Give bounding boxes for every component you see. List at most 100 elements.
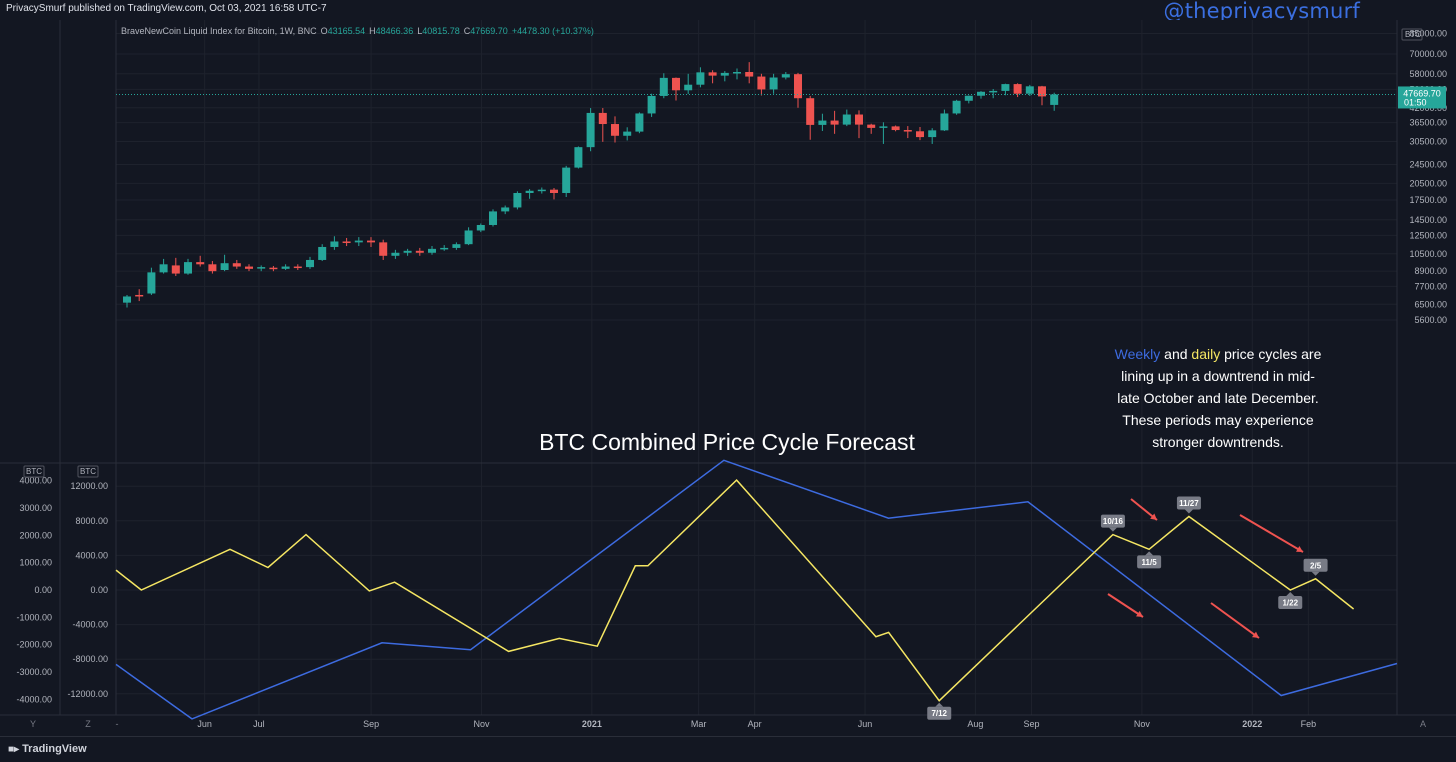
candle-body	[769, 77, 778, 90]
daily-cycle-line	[115, 479, 1355, 702]
auto-scale-button[interactable]: A	[1420, 719, 1426, 729]
candle-body	[367, 240, 375, 243]
svg-text:Weekly and daily price cycles: Weekly and daily price cycles are	[1115, 346, 1322, 362]
candle-body	[745, 72, 754, 77]
candle-body	[147, 272, 156, 294]
left-cycle-tick: 0.00	[34, 585, 52, 595]
time-tick-label: 2021	[582, 719, 602, 729]
arrow-head-icon	[1252, 631, 1259, 638]
currency-box	[1401, 28, 1423, 41]
svg-text:stronger downtrends.: stronger downtrends.	[1152, 434, 1284, 450]
price-tick-label: 12500.00	[1409, 230, 1447, 240]
candle-body	[916, 131, 924, 138]
candle-body	[586, 112, 595, 148]
cycle-currency-box	[23, 465, 45, 478]
candle-body	[659, 77, 668, 96]
candle-body	[440, 247, 449, 250]
author-handle: @theprivacysmurf	[1163, 0, 1360, 23]
candle-body	[855, 114, 863, 125]
time-tick-label: Jul	[253, 719, 265, 729]
left-cycle-tick: -3000.00	[16, 667, 52, 677]
candle-body	[306, 259, 314, 268]
cycle-axes[interactable]: 4000.00 3000.00 2000.00 1000.00 0.00 -1000.00…	[16, 465, 108, 704]
price-tick-label: 8900.00	[1414, 266, 1447, 276]
publish-header: PrivacySmurf published on TradingView.co…	[0, 0, 1456, 23]
price-tick-label: 5600.00	[1414, 315, 1447, 325]
candle-body	[415, 250, 424, 253]
axis-buttons[interactable]: Y Z - A	[30, 719, 1426, 729]
candle-body	[159, 264, 168, 273]
candle-body	[196, 262, 205, 265]
right-cycle-tick: 12000.00	[70, 481, 108, 491]
legend-symbol: BraveNewCoin Liquid Index for Bitcoin, 1…	[121, 26, 317, 36]
cycle-marker-box	[1303, 558, 1328, 572]
price-tick-label: 30500.00	[1409, 136, 1447, 146]
tradingview-chart[interactable]: 85000.0070000.0058000.0050000.0042000.00…	[0, 0, 1456, 736]
tradingview-mark-icon: ■▸	[8, 744, 20, 755]
time-tick-label: Nov	[473, 719, 490, 729]
right-cycle-tick: -12000.00	[67, 689, 108, 699]
cycle-marker-box	[1176, 496, 1201, 510]
candle-body	[964, 95, 973, 101]
cycle-marker-pointer	[1311, 571, 1320, 576]
cycle-marker-pointer	[1108, 527, 1117, 532]
candle-body	[1013, 84, 1022, 94]
cycle-lines	[115, 459, 1398, 720]
candle-body	[903, 130, 912, 132]
candle-body	[647, 95, 656, 114]
price-tick-label: 6500.00	[1414, 299, 1447, 309]
price-tick-label: 10500.00	[1409, 249, 1447, 259]
cycle-marker-label: 10/16	[1103, 517, 1124, 526]
candle-body	[537, 189, 546, 192]
last-price-label: 47669.70	[1403, 88, 1441, 98]
candle-body	[330, 241, 339, 247]
candle-body	[476, 224, 485, 231]
candle-body	[525, 190, 534, 193]
price-tick-label: 24500.00	[1409, 160, 1447, 170]
candle-body	[245, 266, 253, 269]
time-tick-label: Aug	[967, 719, 983, 729]
price-tick-label: 14500.00	[1409, 215, 1447, 225]
tradingview-logo[interactable]: ■▸ TradingView	[8, 743, 87, 755]
y-axis-button[interactable]: Y	[30, 719, 36, 729]
right-cycle-tick: -8000.00	[72, 654, 108, 664]
candle-body	[135, 294, 144, 297]
cycle-marker-pointer	[1184, 509, 1193, 514]
candle-body	[232, 263, 241, 267]
time-axis[interactable]: Jun Jul Sep Nov 2021 Mar Apr Jun Aug Sep Nov 2022 Fe…	[197, 719, 1316, 729]
candle-body	[977, 91, 985, 96]
symbol-legend: BraveNewCoin Liquid Index for Bitcoin, 1…	[121, 26, 594, 36]
left-cycle-tick: 3000.00	[19, 503, 52, 513]
candle-body	[672, 77, 680, 91]
candle-body	[1050, 94, 1059, 105]
candle-body	[891, 126, 900, 131]
cycle-marker-box	[1137, 555, 1162, 569]
time-tick-label: Jun	[197, 719, 212, 729]
candle-body	[550, 189, 558, 193]
left-cycle-tick: 1000.00	[19, 558, 52, 568]
time-tick-label: Sep	[1024, 719, 1040, 729]
z-axis-button[interactable]: Z	[85, 719, 91, 729]
candle-body	[123, 296, 131, 303]
candle-body	[562, 167, 571, 193]
price-tick-label: 58000.00	[1409, 69, 1447, 79]
cycle-date-markers: 7/12 10/16 11/5 11/27 1/22 2/5	[927, 496, 1328, 720]
time-tick-label: Sep	[363, 719, 379, 729]
candle-body	[879, 126, 888, 128]
candlestick-series	[123, 62, 1059, 308]
candle-body	[281, 266, 290, 269]
time-tick-label: Nov	[1134, 719, 1151, 729]
time-tick-label: Jun	[858, 719, 873, 729]
svg-text:These periods may experience: These periods may experience	[1122, 412, 1314, 428]
candle-body	[171, 265, 180, 274]
annotation-text: Weekly and daily price cycles are lining…	[1115, 346, 1322, 450]
candle-body	[257, 267, 266, 269]
price-tick-label: 70000.00	[1409, 49, 1447, 59]
cycle-currency-box	[77, 465, 99, 478]
time-tick-label: Apr	[748, 719, 762, 729]
arrow-icon	[1239, 514, 1304, 553]
price-tick-label: 7700.00	[1414, 281, 1447, 291]
arrow-head-icon	[1136, 610, 1143, 617]
cycle-marker-box	[927, 706, 952, 720]
price-axis[interactable]: 85000.0070000.0058000.0050000.0042000.00…	[1398, 28, 1447, 325]
